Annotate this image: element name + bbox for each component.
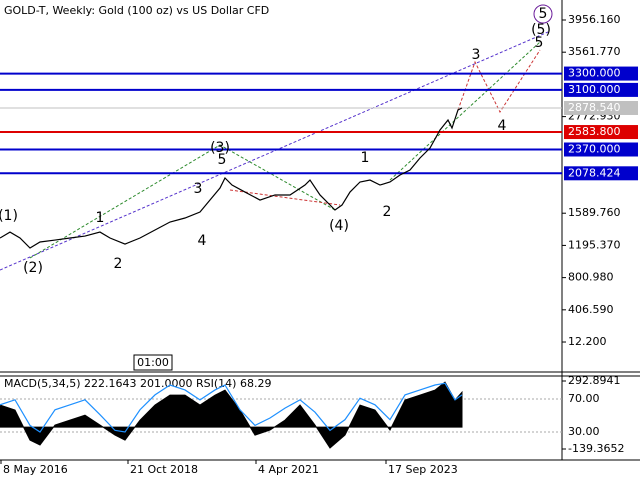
wave-line <box>389 41 541 181</box>
y-tick-label: -139.3652 <box>568 442 624 455</box>
rsi-line <box>0 382 463 433</box>
wave-label: (4) <box>329 218 349 234</box>
wave-label: (1) <box>0 208 18 224</box>
y-tick-label: 3956.160 <box>568 13 621 26</box>
wave-label: 5 <box>218 152 227 168</box>
level-label: 2878.540 <box>568 101 621 114</box>
x-tick-label: 17 Sep 2023 <box>388 463 458 476</box>
wave-label: 4 <box>498 118 507 134</box>
chart-title: GOLD-T, Weekly: Gold (100 oz) vs US Doll… <box>4 4 269 17</box>
wave-line <box>457 49 541 114</box>
x-tick-label: 8 May 2016 <box>3 463 68 476</box>
time-box <box>133 354 173 371</box>
level-box <box>564 82 638 97</box>
wave-line <box>29 144 336 259</box>
wave-label: 1 <box>361 150 370 166</box>
y2-tick-label: 30.00 <box>568 425 600 438</box>
y-tick-label: 292.8941 <box>568 374 621 387</box>
wave-trend-lines <box>0 31 549 271</box>
wave-label: (3) <box>210 140 230 156</box>
level-box <box>564 100 638 115</box>
wave-label: 5 <box>539 6 548 22</box>
level-label: 2078.424 <box>568 166 621 179</box>
wave-circle <box>533 4 553 24</box>
level-box <box>564 166 638 181</box>
level-label: 3300.000 <box>568 67 621 80</box>
trend-line <box>0 31 549 271</box>
level-label: 2583.800 <box>568 125 621 138</box>
y-tick-label: 12.200 <box>568 335 607 348</box>
indicator-title: MACD(5,34,5) 222.1643 201.0000 RSI(14) 6… <box>4 377 271 390</box>
wave-label: 4 <box>198 233 207 249</box>
x-tick-label: 4 Apr 2021 <box>258 463 319 476</box>
wave-label: 5 <box>535 35 544 51</box>
level-label: 2370.000 <box>568 143 621 156</box>
y-tick-label: 3561.770 <box>568 45 621 58</box>
wave-label: (2) <box>23 260 43 276</box>
price-line <box>0 107 463 249</box>
wave-line <box>229 189 341 206</box>
wave-label: 2 <box>114 256 123 272</box>
y-tick-label: 406.590 <box>568 303 614 316</box>
y-tick-label: 1195.370 <box>568 238 621 251</box>
level-box <box>564 142 638 157</box>
wave-label: 2 <box>383 204 392 220</box>
wave-label: 3 <box>472 47 481 63</box>
level-label: 3100.000 <box>568 83 621 96</box>
y-tick-label: 800.980 <box>568 271 614 284</box>
wave-label: (5) <box>531 22 551 38</box>
y2-tick-label: 70.00 <box>568 392 600 405</box>
x-tick-label: 21 Oct 2018 <box>130 463 198 476</box>
time-label: 01:00 <box>137 356 169 369</box>
wave-label: 3 <box>194 181 203 197</box>
wave-label: 1 <box>96 210 105 226</box>
level-box <box>564 125 638 140</box>
level-box <box>564 66 638 81</box>
y-tick-label: 1589.760 <box>568 206 621 219</box>
